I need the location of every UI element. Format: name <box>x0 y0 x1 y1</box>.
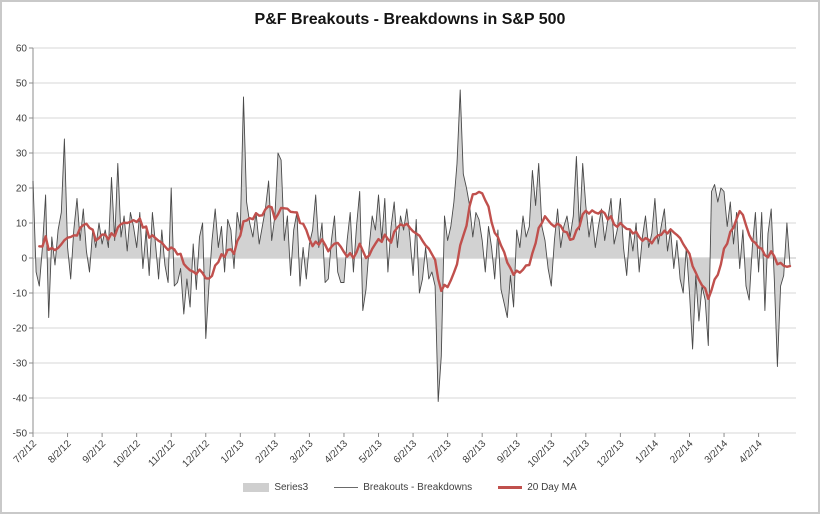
legend-item-series3: Series3 <box>243 482 308 493</box>
x-axis-label: 2/2/14 <box>668 438 696 466</box>
x-axis-label: 4/2/14 <box>737 438 765 466</box>
x-axis-label: 12/2/13 <box>595 438 627 470</box>
x-axis-label: 10/2/12 <box>111 438 143 470</box>
y-axis-label: 0 <box>21 254 27 265</box>
x-axis-label: 6/2/13 <box>392 438 420 466</box>
x-axis-label: 3/2/13 <box>288 438 316 466</box>
legend-series3-label: Series3 <box>274 482 309 493</box>
chart-title: P&F Breakouts - Breakdowns in S&P 500 <box>254 11 566 28</box>
y-axis-label: 60 <box>16 44 28 55</box>
y-axis-label: 50 <box>16 79 28 90</box>
x-axis-label: 2/2/13 <box>254 438 282 466</box>
x-axis-label: 11/2/13 <box>561 438 592 469</box>
y-axis-label: 40 <box>16 114 28 125</box>
y-axis-label: -10 <box>13 289 28 300</box>
x-axis-label: 1/2/14 <box>634 438 662 466</box>
x-axis-label: 10/2/13 <box>526 438 558 470</box>
legend-item-breakouts-breakdowns: Breakouts - Breakdowns <box>334 482 472 493</box>
y-axis-label: 20 <box>16 184 28 195</box>
y-axis-label: -50 <box>13 429 28 440</box>
x-axis-label: 8/2/12 <box>46 438 74 466</box>
line-swatch-icon <box>334 487 359 488</box>
x-axis-label: 9/2/13 <box>495 438 523 466</box>
x-axis-label: 8/2/13 <box>461 438 489 466</box>
legend-ma-label: 20 Day MA <box>527 482 577 493</box>
y-axis-label: 30 <box>16 149 28 160</box>
x-axis-label: 5/2/13 <box>357 438 385 466</box>
y-axis-label: -40 <box>13 394 28 405</box>
20-day-ma-line <box>38 190 792 301</box>
legend-line-label: Breakouts - Breakdowns <box>363 482 473 493</box>
x-axis-label: 3/2/14 <box>703 438 731 466</box>
ma-swatch-icon <box>498 486 523 489</box>
x-axis-label: 7/2/12 <box>12 438 40 466</box>
y-axis-label: 10 <box>16 219 28 230</box>
y-axis-label: -30 <box>13 359 28 370</box>
x-axis-label: 4/2/13 <box>323 438 351 466</box>
legend-item-20-day-ma: 20 Day MA <box>498 482 577 493</box>
x-axis-label: 11/2/12 <box>146 438 177 469</box>
series3-swatch-icon <box>243 483 270 492</box>
y-axis-label: -20 <box>13 324 28 335</box>
x-axis-label: 1/2/13 <box>219 438 247 466</box>
x-axis-label: 7/2/13 <box>426 438 454 466</box>
breakouts-breakdowns-line <box>32 89 791 402</box>
x-axis-label: 12/2/12 <box>181 438 213 470</box>
legend: Series3 Breakouts - Breakdowns 20 Day MA <box>0 482 820 493</box>
x-axis-label: 9/2/12 <box>81 438 109 466</box>
